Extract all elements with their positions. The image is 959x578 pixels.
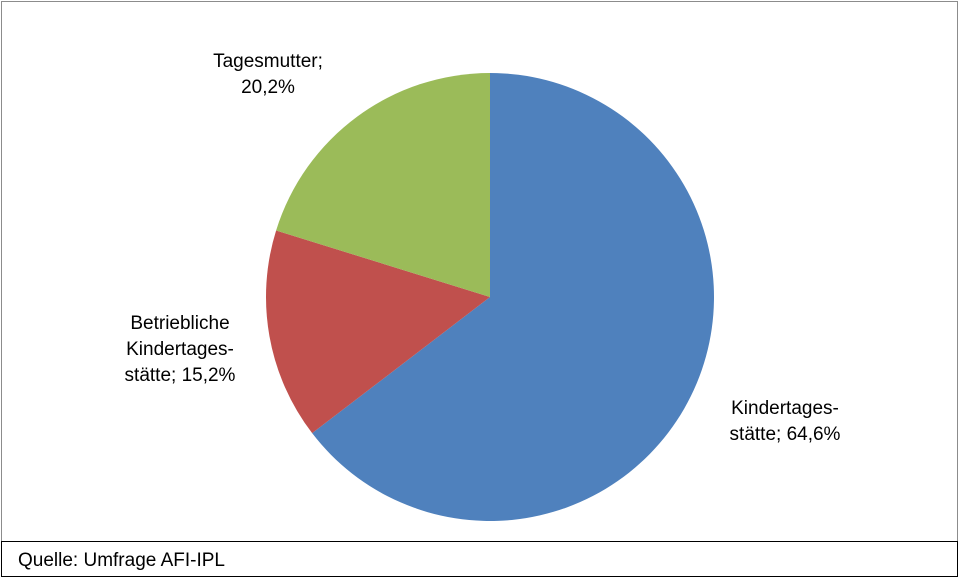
data-label: Betriebliche Kindertages-stätte; 15,2%: [125, 313, 236, 386]
data-label: Tagesmutter; 20,2%: [213, 51, 323, 98]
source-box: [1, 541, 958, 577]
source: Quelle: Umfrage AFI-IPL: [18, 550, 225, 571]
pie-slice: [266, 230, 490, 434]
pie-slice: [312, 73, 714, 521]
pie-slice: [276, 73, 490, 297]
data-label: Kindertages-stätte; 64,6%: [730, 398, 841, 445]
